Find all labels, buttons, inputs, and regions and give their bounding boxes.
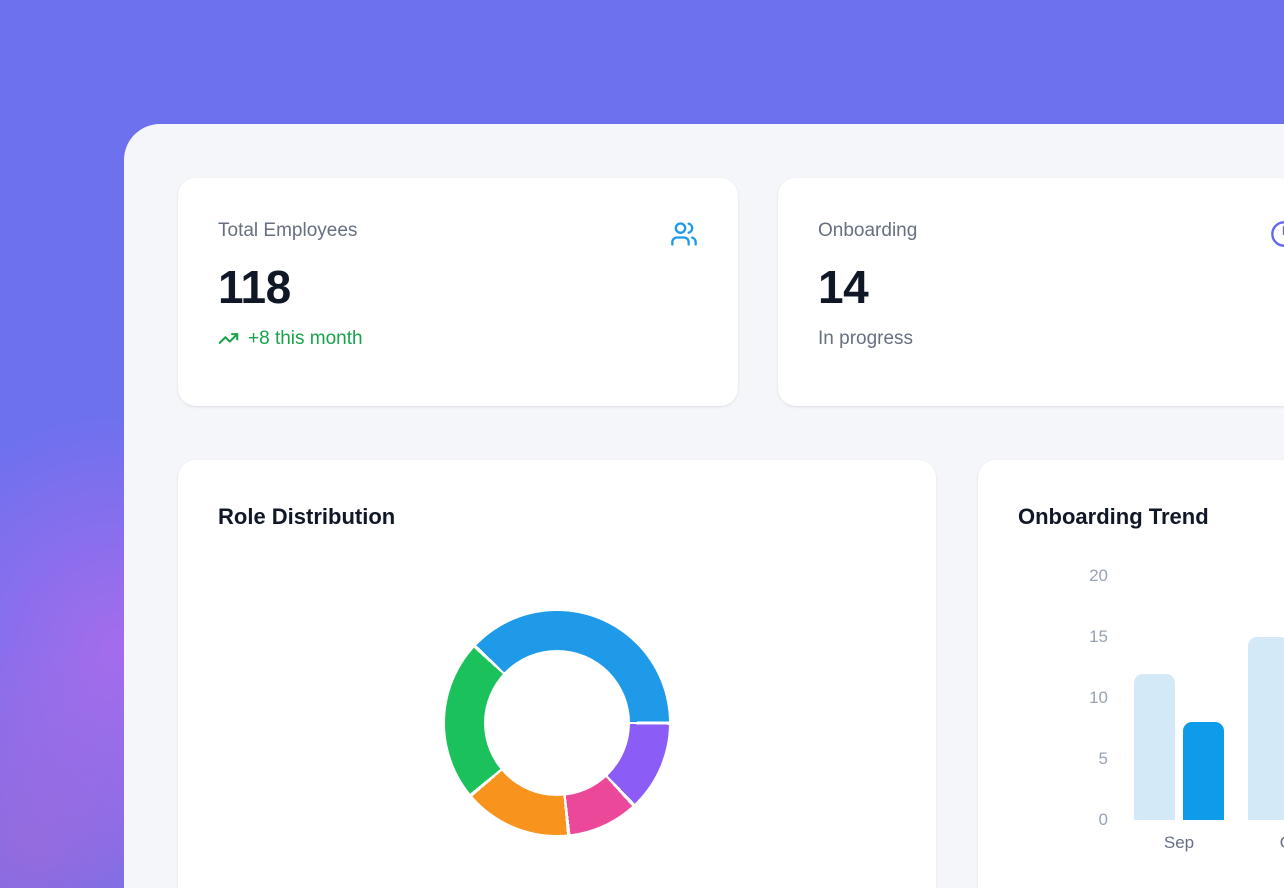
stat-card-total-employees: Total Employees 118 xyxy=(178,178,738,406)
donut-chart xyxy=(445,611,669,835)
bar-chart-area: 0 5 10 15 20 Sep Oct xyxy=(978,460,1284,888)
stat-label: Onboarding xyxy=(818,220,918,241)
users-icon xyxy=(670,220,698,248)
stat-value: 14 xyxy=(818,261,869,313)
onboarding-trend-card: Onboarding Trend 0 5 10 15 20 Sep Oct xyxy=(978,460,1284,888)
chart-title: Role Distribution xyxy=(218,504,396,529)
y-axis-tick-label: 0 xyxy=(1098,810,1108,829)
dashboard-panel: Total Employees 118 xyxy=(124,124,1284,888)
stat-value: 118 xyxy=(218,261,291,313)
y-axis-tick-label: 10 xyxy=(1089,688,1108,707)
trending-up-icon xyxy=(218,328,239,349)
role-distribution-card: Role Distribution xyxy=(178,460,936,888)
y-axis-tick-label: 15 xyxy=(1089,627,1108,646)
y-axis-tick-label: 20 xyxy=(1089,566,1108,585)
chart-title: Onboarding Trend xyxy=(1018,504,1209,529)
stat-trend: +8 this month xyxy=(218,328,698,350)
x-axis-label: Sep xyxy=(1163,833,1195,852)
bar-sep-dark-blue xyxy=(1183,722,1224,820)
trend-text: +8 this month xyxy=(248,327,363,349)
y-axis-tick-label: 5 xyxy=(1098,749,1108,768)
bar-sep-light-blue xyxy=(1134,674,1175,820)
stat-label: Total Employees xyxy=(218,220,358,241)
clock-icon xyxy=(1270,220,1284,248)
x-axis-label: Oct xyxy=(1253,832,1284,854)
bar-oct-light-blue xyxy=(1248,637,1284,820)
stat-subtext: In progress xyxy=(818,327,914,349)
stat-card-onboarding: Onboarding 14 In progress xyxy=(778,178,1284,406)
